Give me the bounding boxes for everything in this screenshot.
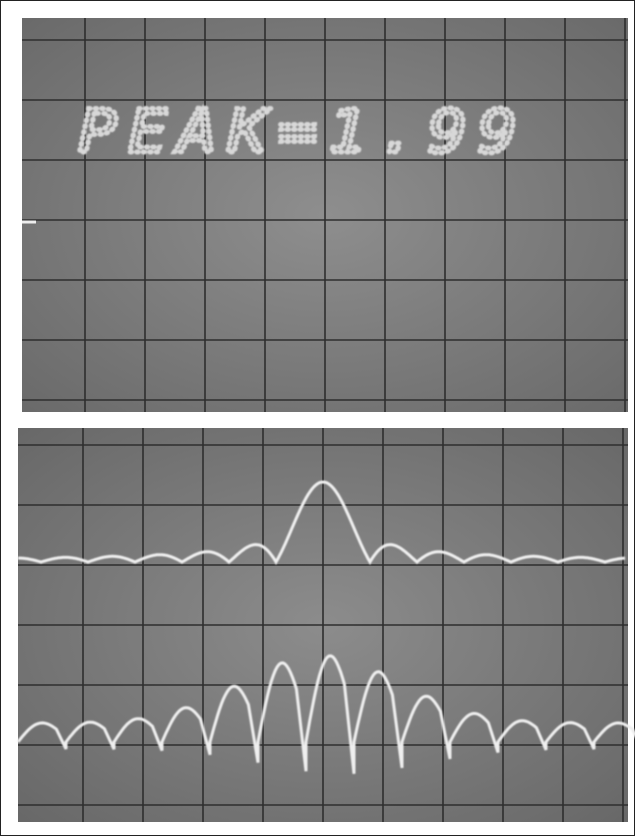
graticule bbox=[18, 18, 628, 822]
sawtooth-trace bbox=[16, 654, 635, 774]
sinc-trace bbox=[18, 480, 626, 565]
peak-readout: PEAK=1.99 bbox=[78, 97, 528, 167]
